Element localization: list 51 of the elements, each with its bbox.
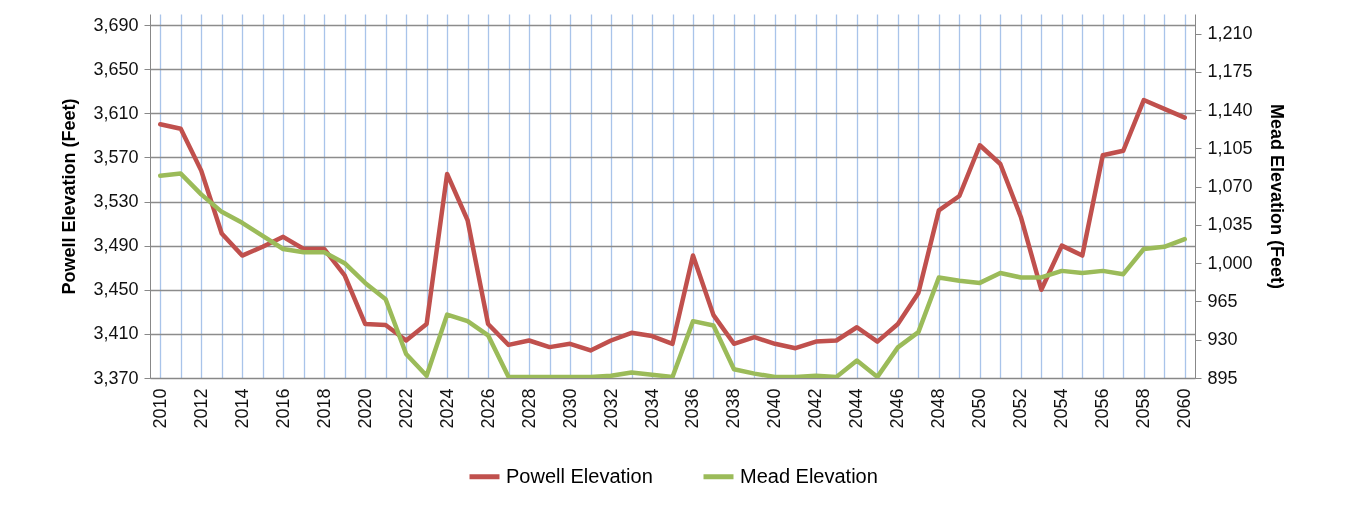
y2-tick-label: 930 [1207,329,1238,350]
x-tick-label: 2038 [723,388,744,429]
legend-label: Powell Elevation [506,464,653,487]
y-tick-label: 3,450 [93,279,139,300]
legend-label: Mead Elevation [740,464,878,487]
y-tick-label: 3,490 [93,235,139,256]
x-tick-label: 2042 [805,388,826,429]
x-tick-label: 2024 [436,388,457,429]
x-tick-label: 2020 [354,388,375,429]
y-tick-label: 3,410 [93,323,139,344]
y-tick-label: 3,370 [93,367,139,388]
x-tick-label: 2022 [395,388,416,429]
x-tick-label: 2058 [1133,388,1154,429]
y-tick-label: 3,610 [93,102,139,123]
x-tick-label: 2056 [1092,388,1113,429]
x-tick-label: 2036 [682,388,703,429]
y-axis-title: Powell Elevation (Feet) [59,98,80,295]
x-tick-label: 2060 [1174,388,1195,429]
x-tick-label: 2050 [969,388,990,429]
line-series [158,97,1188,353]
y2-tick-label: 1,000 [1207,252,1253,273]
y2-tick-label: 1,070 [1207,176,1253,197]
x-tick-label: 2014 [231,388,252,429]
y-tick-label: 3,570 [93,146,139,167]
x-tick-label: 2026 [477,388,498,429]
x-tick-label: 2048 [928,388,949,429]
y2-axis-title: Mead Elevation (Feet) [1266,103,1287,290]
x-tick-label: 2010 [149,388,170,429]
x-tick-label: 2032 [600,388,621,429]
x-tick-label: 2030 [559,388,580,429]
y2-tick-label: 895 [1207,367,1238,388]
x-tick-label: 2052 [1010,388,1031,429]
y2-tick-label: 1,035 [1207,214,1253,235]
x-tick-label: 2044 [846,388,867,429]
x-tick-label: 2028 [518,388,539,429]
y2-tick-label: 1,140 [1207,99,1253,120]
line-series [158,171,1188,378]
y-tick-label: 3,690 [93,14,139,35]
x-tick-label: 2034 [641,388,662,429]
x-tick-label: 2016 [272,388,293,429]
y-tick-label: 3,530 [93,191,139,212]
x-tick-label: 2046 [887,388,908,429]
y2-tick-label: 1,175 [1207,61,1253,82]
x-tick-label: 2018 [313,388,334,429]
x-tick-label: 2040 [764,388,785,429]
y2-tick-label: 965 [1207,290,1238,311]
x-tick-label: 2054 [1051,388,1072,429]
y2-tick-label: 1,210 [1207,23,1253,44]
x-tick-label: 2012 [190,388,211,429]
y2-tick-label: 1,105 [1207,137,1253,158]
y-tick-label: 3,650 [93,58,139,79]
